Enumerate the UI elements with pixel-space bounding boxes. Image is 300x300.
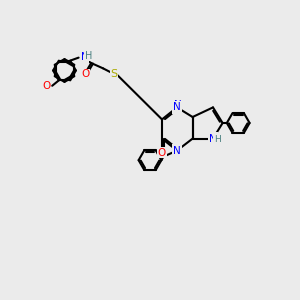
Text: O: O bbox=[42, 81, 50, 91]
Text: N: N bbox=[174, 100, 182, 110]
Text: H: H bbox=[214, 134, 221, 144]
Text: N: N bbox=[210, 136, 218, 146]
Text: N: N bbox=[209, 134, 217, 144]
Text: H: H bbox=[85, 50, 92, 61]
Text: S: S bbox=[111, 69, 118, 79]
Text: O: O bbox=[81, 69, 89, 79]
Text: N: N bbox=[173, 102, 181, 112]
Text: O: O bbox=[81, 69, 89, 79]
Text: O: O bbox=[158, 148, 166, 158]
Text: O: O bbox=[158, 148, 166, 158]
Text: N: N bbox=[81, 52, 88, 62]
Text: O: O bbox=[42, 81, 50, 91]
Text: S: S bbox=[111, 69, 118, 79]
Text: H: H bbox=[214, 135, 220, 144]
Text: N: N bbox=[81, 52, 88, 62]
Text: H: H bbox=[85, 50, 92, 61]
Text: N: N bbox=[173, 146, 181, 156]
Text: N: N bbox=[172, 148, 180, 158]
